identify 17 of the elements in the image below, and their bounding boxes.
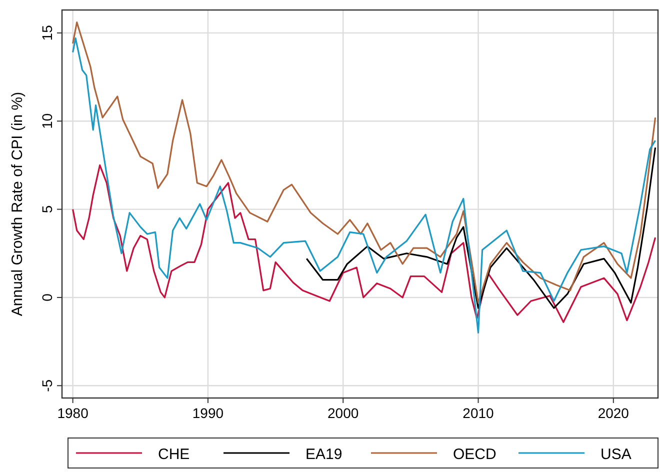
x-tick-label: 1990 xyxy=(192,405,224,421)
x-tick-label: 2020 xyxy=(598,405,630,421)
legend-label: CHE xyxy=(158,446,190,463)
y-tick-label: 0 xyxy=(39,293,55,302)
y-tick-label: 15 xyxy=(39,24,55,41)
line-series xyxy=(72,164,656,323)
line-series xyxy=(306,146,656,309)
y-tick-label: 10 xyxy=(39,113,55,129)
legend-label: OECD xyxy=(453,446,497,463)
x-tick-label: 2010 xyxy=(462,405,494,421)
legend-label: EA19 xyxy=(306,446,342,463)
y-tick-label: 5 xyxy=(39,205,55,214)
x-tick-label: 2000 xyxy=(328,405,359,421)
y-axis-title: Annual Growth Rate of CPI (in %) xyxy=(9,92,26,316)
y-tick-label: -5 xyxy=(39,379,55,392)
legend-label: USA xyxy=(600,446,632,463)
x-tick-label: 1980 xyxy=(57,405,89,421)
